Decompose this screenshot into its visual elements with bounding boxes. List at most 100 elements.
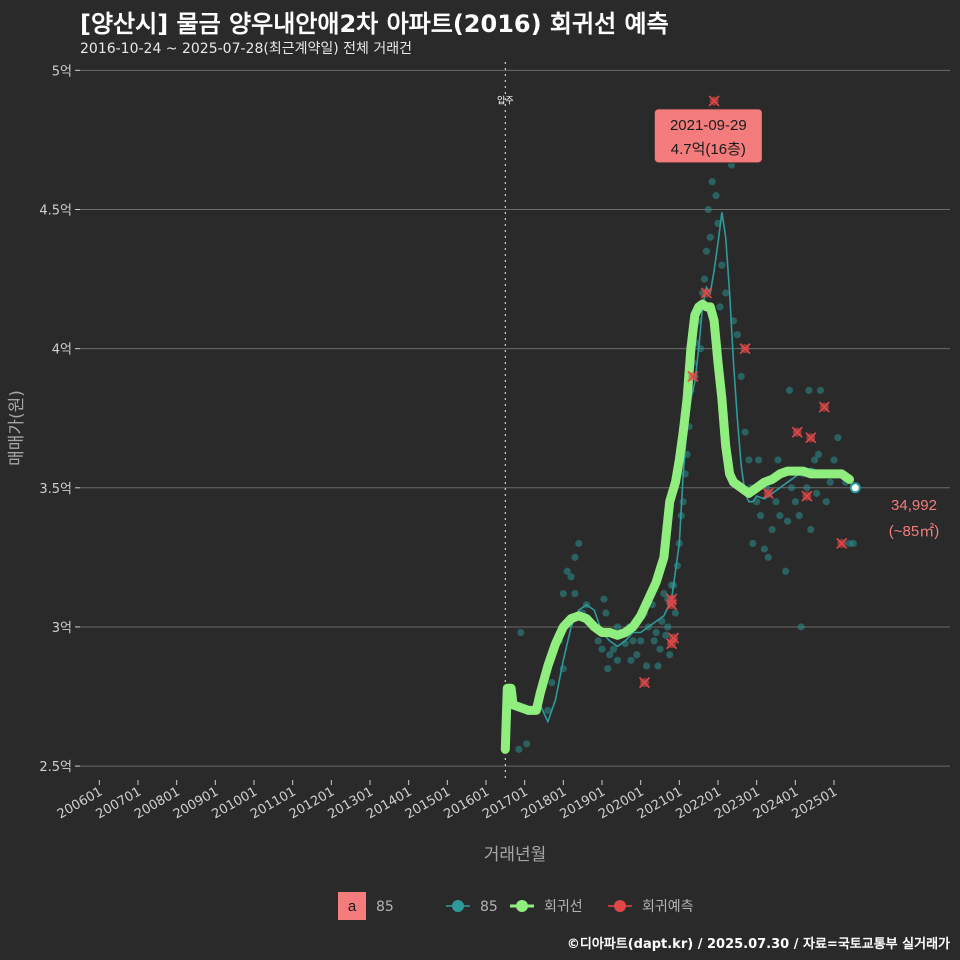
scatter-point: [745, 456, 753, 464]
prediction-cross: [762, 487, 774, 499]
prediction-cross: [666, 638, 678, 650]
scatter-point: [708, 178, 716, 186]
scatter-point: [722, 289, 730, 297]
scatter-point: [849, 539, 857, 548]
scatter-point: [642, 662, 651, 670]
scatter-point: [768, 525, 776, 534]
prediction-cross: [687, 370, 699, 383]
scatter-point: [602, 609, 610, 617]
x-axis-title: 거래년월: [484, 845, 547, 865]
scatter-point: [656, 645, 664, 653]
peak-annotation: 2021-09-29 4.7억(16층): [653, 108, 763, 164]
y-tick-label: 3.5억: [39, 482, 72, 497]
prediction-cross: [700, 287, 712, 299]
annotation-price: 4.7억(16층): [671, 141, 746, 158]
scatter-point: [791, 498, 799, 506]
scatter-point: [718, 261, 726, 269]
footer-credit: ©디아파트(dapt.kr) / 2025.07.30 / 자료=국토교통부 실…: [566, 937, 950, 952]
scatter-point: [523, 740, 531, 748]
scatter-point: [764, 553, 772, 561]
legend-dot-prediction: [614, 900, 626, 912]
scatter-point: [517, 628, 525, 637]
y-tick-label: 4억: [52, 343, 72, 358]
scatter-point: [706, 233, 714, 241]
prediction-cross: [638, 677, 651, 689]
scatter-point: [712, 191, 720, 200]
prediction-cross: [791, 426, 803, 438]
legend-text-scatter: 85: [480, 899, 498, 915]
prediction-cross: [836, 537, 848, 550]
scatter-point: [785, 386, 794, 394]
legend-text-prediction: 회귀예측: [642, 899, 694, 915]
scatter-point: [610, 645, 618, 653]
grid-lines: [80, 69, 950, 767]
scatter-point: [700, 275, 709, 283]
legend-label-text: 85: [376, 899, 394, 915]
scatter-point: [834, 434, 842, 442]
scatter-point: [803, 484, 811, 492]
last-point: 34,992 (~85㎡): [849, 482, 939, 540]
scatter-point: [559, 589, 567, 598]
scatter-point: [704, 205, 712, 214]
move-in-marker: 입주: [497, 62, 514, 780]
scatter-point: [805, 386, 813, 394]
scatter-point: [772, 498, 780, 506]
scatter-point: [795, 512, 803, 520]
prediction-cross: [739, 343, 751, 355]
scatter-point: [660, 589, 668, 598]
scatter-point: [548, 678, 556, 687]
legend-label-swatch: [338, 892, 366, 920]
legend-dot-regression: [516, 900, 528, 912]
regression-line: [500, 299, 854, 754]
prediction-cross: [666, 599, 678, 611]
scatter-point: [613, 623, 622, 631]
scatter-point: [814, 450, 823, 458]
y-tick-label: 3억: [52, 621, 72, 636]
last-point-marker: [849, 482, 861, 494]
x-axis-ticks: 2006012007012008012009012010012011012012…: [55, 780, 840, 822]
scatter-point: [515, 745, 523, 753]
scatter-point: [807, 525, 815, 534]
scatter-point: [716, 303, 724, 311]
scatter-point: [816, 386, 825, 394]
chart-title: [양산시] 물금 양우내안애2차 아파트(2016) 회귀선 예측: [80, 10, 669, 38]
scatter-point: [544, 706, 552, 715]
scatter-point: [776, 512, 784, 520]
annotation-box: [653, 108, 763, 164]
scatter-point: [594, 637, 602, 645]
scatter-point: [664, 623, 672, 631]
y-tick-label: 5억: [52, 64, 72, 79]
scatter-point: [567, 573, 575, 581]
scatter-point: [571, 553, 579, 561]
scatter-series: [515, 150, 857, 753]
scatter-point: [571, 589, 579, 598]
scatter-point: [760, 545, 769, 553]
scatter-point: [604, 665, 612, 673]
scatter-point: [813, 489, 821, 497]
scatter-point: [774, 456, 782, 464]
scatter-point: [629, 637, 637, 645]
annotation-date: 2021-09-29: [670, 117, 747, 134]
prediction-series: [638, 95, 848, 689]
scatter-point: [606, 651, 614, 659]
prediction-cross: [708, 95, 720, 107]
prediction-cross: [805, 432, 817, 444]
scatter-point: [613, 656, 622, 664]
scatter-point: [654, 662, 662, 670]
scatter-point: [650, 637, 658, 645]
scatter-point: [702, 247, 711, 255]
legend-dot-scatter: [452, 900, 464, 912]
legend: a 85 85 회귀선 회귀예측: [338, 892, 694, 920]
scatter-point: [671, 609, 680, 617]
move-in-label: 입주: [497, 95, 514, 107]
regression-series: [500, 299, 854, 754]
scatter-point: [600, 595, 608, 603]
chart-subtitle: 2016-10-24 ~ 2025-07-28(최근계약일) 전체 거래건: [80, 41, 412, 57]
y-tick-label: 4.5억: [39, 203, 72, 218]
scatter-point: [797, 623, 805, 631]
scatter-point: [756, 512, 765, 520]
scatter-point: [737, 372, 745, 381]
prediction-cross: [818, 401, 830, 413]
scatter-point: [662, 631, 670, 639]
y-axis-ticks: 2.5억 3억 3.5억 4억 4.5억 5억: [39, 64, 80, 775]
